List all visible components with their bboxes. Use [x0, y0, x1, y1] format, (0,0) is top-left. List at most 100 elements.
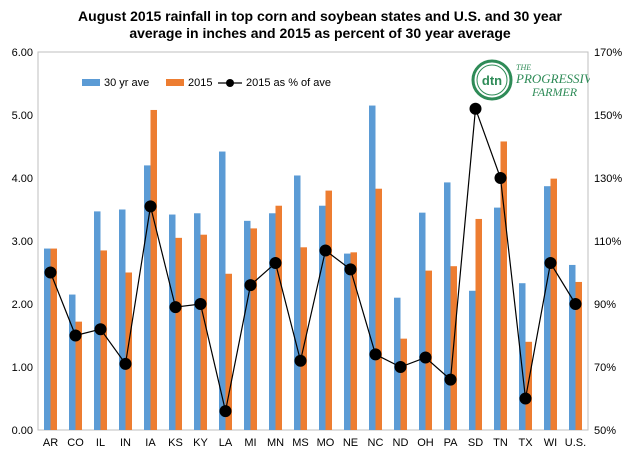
bar-30yr-ave: [469, 290, 476, 430]
point-pct-of-ave: [244, 279, 257, 292]
left-axis-tick-label: 4.00: [12, 173, 33, 185]
x-axis-tick-label: NE: [343, 437, 358, 449]
right-axis-tick-label: 50%: [594, 425, 616, 437]
left-axis-tick-label: 5.00: [12, 110, 33, 122]
bar-30yr-ave: [194, 213, 201, 430]
bar-2015: [50, 248, 57, 430]
bar-2015: [300, 247, 307, 430]
bar-30yr-ave: [169, 214, 176, 430]
bar-2015: [425, 270, 432, 430]
chart-title-line-1: August 2015 rainfall in top corn and soy…: [78, 8, 562, 24]
point-pct-of-ave: [444, 373, 457, 386]
bar-2015: [350, 252, 357, 430]
chart-title: August 2015 rainfall in top corn and soy…: [40, 8, 600, 42]
point-pct-of-ave: [469, 102, 482, 115]
bar-2015: [150, 109, 157, 431]
right-axis-tick-label: 170%: [594, 47, 622, 59]
right-axis-tick-label: 90%: [594, 299, 616, 311]
right-axis-tick-label: 130%: [594, 173, 622, 185]
bar-2015: [550, 178, 557, 430]
bar-30yr-ave: [419, 212, 426, 430]
plot-area: [37, 51, 589, 431]
bar-30yr-ave: [119, 209, 126, 430]
bar-2015: [225, 273, 232, 430]
bar-30yr-ave: [319, 205, 326, 430]
point-pct-of-ave: [519, 392, 532, 405]
x-axis-tick-label: MN: [267, 437, 284, 449]
logo-line-2: PROGRESSIVE: [515, 71, 590, 86]
x-axis-tick-label: AR: [43, 437, 58, 449]
x-axis-tick-label: KS: [168, 437, 183, 449]
bar-30yr-ave: [569, 264, 576, 430]
bar-30yr-ave: [269, 213, 276, 430]
logo-line-3: FARMER: [531, 85, 578, 99]
bar-30yr-ave: [519, 283, 526, 430]
bar-30yr-ave: [69, 294, 76, 430]
progressive-farmer-logo: dtn THE PROGRESSIVE FARMER: [471, 59, 590, 101]
point-pct-of-ave: [544, 257, 557, 270]
line-pct-of-ave: [49, 108, 577, 412]
x-axis-tick-label: TX: [518, 437, 533, 449]
x-axis-tick-label: ND: [393, 437, 409, 449]
point-pct-of-ave: [69, 329, 82, 342]
bar-2015: [125, 272, 132, 430]
x-axis-tick-label: LA: [219, 437, 233, 449]
bar-30yr-ave: [244, 220, 251, 430]
legend-swatch-2015: [166, 79, 184, 86]
bar-2015: [575, 281, 582, 430]
bar-2015: [400, 338, 407, 430]
right-axis-tick-label: 150%: [594, 110, 622, 122]
x-axis-tick-label: PA: [444, 437, 459, 449]
bar-2015: [325, 190, 332, 430]
bar-30yr-ave: [294, 175, 301, 430]
bar-2015: [500, 141, 507, 430]
legend-swatch-30yr-ave: [82, 79, 100, 86]
right-axis-tick-label: 70%: [594, 362, 616, 374]
x-axis-tick-label: IN: [120, 437, 131, 449]
bar-30yr-ave: [144, 165, 151, 430]
point-pct-of-ave: [344, 263, 357, 276]
point-pct-of-ave: [494, 172, 507, 184]
x-axis-tick-label: NC: [368, 437, 384, 449]
x-axis-tick-label: OH: [417, 437, 434, 449]
bar-30yr-ave: [94, 211, 101, 430]
legend-label-pct-of-ave: 2015 as % of ave: [246, 77, 331, 89]
left-axis-tick-label: 3.00: [12, 236, 33, 248]
bar-30yr-ave: [369, 105, 376, 431]
bar-30yr-ave: [444, 182, 451, 430]
bar-2015: [100, 250, 107, 430]
bar-2015: [475, 218, 482, 430]
point-pct-of-ave: [44, 266, 57, 279]
bar-2015: [275, 205, 282, 430]
bar-2015: [525, 341, 532, 430]
point-pct-of-ave: [369, 348, 382, 361]
x-axis-tick-label: MO: [317, 437, 335, 449]
x-axis-tick-label: IA: [145, 437, 156, 449]
bar-30yr-ave: [544, 186, 551, 430]
logo-mark: dtn: [482, 73, 502, 88]
x-axis-tick-label: TN: [493, 437, 508, 449]
left-axis-tick-label: 1.00: [12, 362, 33, 374]
bar-30yr-ave: [219, 151, 226, 431]
x-axis-tick-label: SD: [468, 437, 483, 449]
left-axis-tick-label: 0.00: [12, 425, 33, 437]
point-pct-of-ave: [169, 301, 182, 314]
point-pct-of-ave: [419, 351, 432, 364]
bar-2015: [175, 237, 182, 430]
point-pct-of-ave: [269, 257, 282, 270]
legend-label-30yr-ave: 30 yr ave: [104, 77, 149, 89]
point-pct-of-ave: [319, 244, 332, 257]
bar-2015: [200, 234, 207, 430]
bar-30yr-ave: [344, 253, 351, 430]
point-pct-of-ave: [394, 361, 407, 373]
right-axis-tick-label: 110%: [594, 236, 622, 248]
x-axis-tick-label: MI: [244, 437, 256, 449]
x-axis-tick-label: WI: [544, 437, 557, 449]
bar-30yr-ave: [44, 248, 51, 430]
left-axis-tick-label: 2.00: [12, 299, 33, 311]
logo-line-1: THE: [516, 63, 531, 72]
bar-2015: [75, 321, 82, 430]
x-axis-tick-label: MS: [292, 437, 309, 449]
x-axis-tick-label: CO: [67, 437, 84, 449]
